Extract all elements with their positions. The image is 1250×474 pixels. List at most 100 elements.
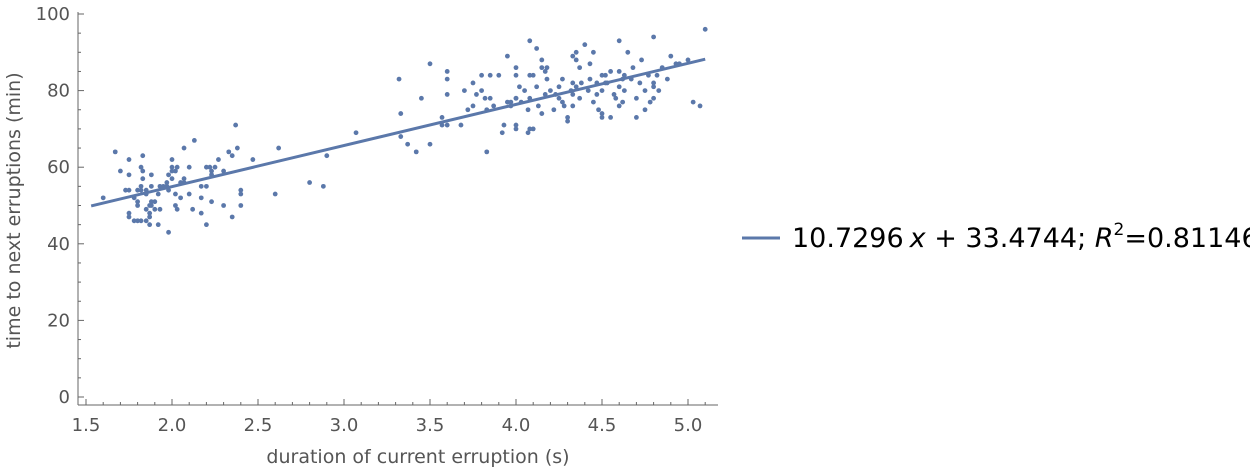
legend-slope: 10.7296 <box>792 223 904 254</box>
data-point <box>596 107 601 113</box>
y-tick-label: 100 <box>36 4 70 25</box>
data-point <box>561 103 567 109</box>
data-point <box>276 145 282 151</box>
data-point <box>307 180 312 185</box>
data-point <box>234 145 240 151</box>
data-point <box>513 72 519 78</box>
data-point <box>639 57 644 63</box>
data-point <box>157 206 163 212</box>
data-point <box>126 214 132 220</box>
data-point <box>169 168 175 174</box>
axes <box>77 12 718 406</box>
data-point <box>591 49 596 55</box>
data-point <box>513 126 519 132</box>
data-point <box>527 72 533 78</box>
data-point <box>544 76 550 82</box>
data-point <box>207 164 213 170</box>
data-point <box>501 122 507 128</box>
data-point <box>621 72 627 78</box>
data-point <box>637 80 643 86</box>
data-point <box>221 168 227 174</box>
data-point <box>396 76 402 82</box>
data-point <box>143 206 149 212</box>
data-point <box>585 88 591 93</box>
data-point <box>616 84 622 90</box>
data-point <box>620 99 626 105</box>
y-tick-label: 80 <box>47 81 70 102</box>
data-point <box>462 88 467 93</box>
data-point <box>668 53 674 59</box>
data-point <box>204 222 209 228</box>
data-point <box>238 187 244 193</box>
data-point <box>522 88 527 93</box>
data-point <box>147 210 153 216</box>
data-point <box>216 157 221 162</box>
data-point <box>560 99 565 105</box>
data-point <box>513 65 519 71</box>
data-point <box>157 183 163 189</box>
data-point <box>702 26 708 32</box>
data-point <box>444 69 450 74</box>
data-point <box>573 57 579 63</box>
data-point <box>324 153 330 159</box>
data-point <box>577 65 583 71</box>
x-tick-label: 2.5 <box>244 415 273 436</box>
data-point <box>685 57 691 63</box>
data-point <box>556 95 562 101</box>
data-point <box>616 69 622 74</box>
data-point <box>656 88 662 93</box>
data-point <box>212 164 218 170</box>
data-point <box>148 183 154 189</box>
data-point <box>198 210 204 216</box>
y-tick-label: 60 <box>47 157 70 178</box>
data-point <box>651 34 656 40</box>
x-tick-label: 1.5 <box>72 415 101 436</box>
data-point <box>155 191 161 197</box>
data-point <box>482 95 488 101</box>
data-point <box>100 195 106 201</box>
data-point <box>570 53 576 59</box>
data-point <box>238 203 244 208</box>
data-point <box>209 168 214 174</box>
data-point <box>209 199 214 205</box>
data-point <box>126 210 132 216</box>
y-tick-label: 20 <box>47 310 70 331</box>
data-point <box>152 206 158 212</box>
data-point <box>570 92 576 97</box>
data-point <box>690 99 696 105</box>
data-point <box>556 84 562 90</box>
data-point <box>427 61 433 67</box>
legend-superscript: 2 <box>1114 220 1125 240</box>
legend-r-squared: =0.811461 <box>1124 223 1250 254</box>
data-point <box>530 126 536 132</box>
data-point <box>439 115 445 120</box>
data-point <box>458 122 464 128</box>
data-point <box>148 172 154 178</box>
data-point <box>398 134 404 139</box>
data-point <box>508 99 514 105</box>
data-point <box>204 183 209 189</box>
data-point <box>642 107 648 113</box>
data-point <box>608 69 613 74</box>
data-point <box>138 218 144 224</box>
data-point <box>135 199 141 205</box>
data-point <box>499 130 505 136</box>
data-point <box>599 72 605 78</box>
data-point <box>444 122 450 128</box>
data-point <box>191 137 197 143</box>
data-point <box>539 65 545 71</box>
data-point <box>570 103 576 109</box>
data-point <box>353 130 359 136</box>
data-point <box>591 99 596 105</box>
data-point <box>487 95 493 101</box>
data-point <box>173 191 178 197</box>
data-point <box>651 80 656 86</box>
data-point <box>147 214 153 220</box>
data-point <box>634 115 639 120</box>
data-point <box>131 218 137 224</box>
data-point <box>413 149 419 155</box>
data-point <box>135 203 141 208</box>
data-point <box>126 157 132 162</box>
